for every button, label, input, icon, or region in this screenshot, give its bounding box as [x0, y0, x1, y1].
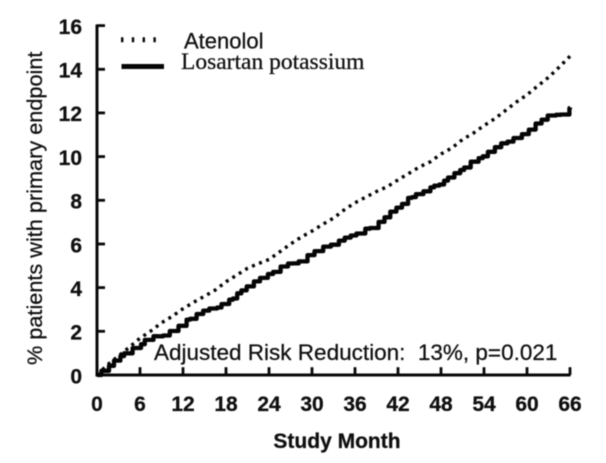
svg-text:12: 12 — [59, 103, 82, 126]
svg-text:2: 2 — [70, 322, 82, 345]
svg-text:Atenolol: Atenolol — [184, 29, 264, 54]
svg-text:% patients with primary endpoi: % patients with primary endpoint — [22, 52, 47, 365]
svg-text:66: 66 — [558, 393, 581, 416]
svg-text:Adjusted Risk Reduction: 13%,: Adjusted Risk Reduction: 13%, p=0.021 — [154, 340, 557, 365]
svg-text:42: 42 — [386, 393, 409, 416]
svg-text:18: 18 — [214, 393, 238, 416]
svg-text:54: 54 — [472, 393, 496, 416]
svg-text:4: 4 — [70, 278, 82, 301]
svg-text:Study Month: Study Month — [273, 430, 400, 453]
svg-text:8: 8 — [70, 191, 82, 214]
svg-text:12: 12 — [171, 393, 194, 416]
svg-text:48: 48 — [429, 393, 453, 416]
svg-text:Losartan potassium: Losartan potassium — [181, 49, 364, 75]
svg-text:16: 16 — [59, 16, 82, 39]
svg-text:0: 0 — [91, 393, 103, 416]
svg-text:6: 6 — [134, 393, 146, 416]
svg-text:36: 36 — [343, 393, 366, 416]
svg-text:30: 30 — [300, 393, 323, 416]
svg-text:24: 24 — [257, 393, 281, 416]
svg-text:0: 0 — [70, 365, 82, 388]
svg-text:14: 14 — [59, 60, 83, 83]
svg-text:6: 6 — [70, 234, 82, 257]
svg-text:60: 60 — [515, 393, 538, 416]
svg-text:10: 10 — [59, 147, 82, 170]
